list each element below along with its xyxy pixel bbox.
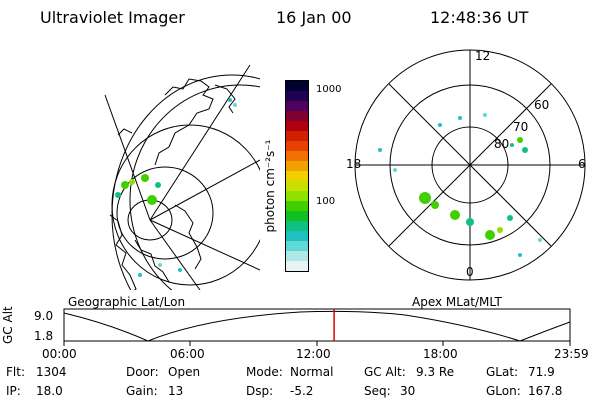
seq-label: Seq: bbox=[364, 384, 391, 398]
geo-meridian bbox=[149, 159, 260, 221]
colorbar-tick-100: 100 bbox=[316, 196, 336, 207]
instrument-title: Ultraviolet Imager bbox=[40, 8, 185, 27]
colorbar-segment bbox=[286, 191, 308, 201]
colorbar-segment bbox=[286, 261, 308, 271]
geo-meridian bbox=[149, 64, 251, 221]
coastline bbox=[214, 84, 236, 114]
mlt-label-6: 6 bbox=[578, 157, 586, 171]
xtick-label-1800: 18:00 bbox=[423, 347, 458, 361]
glon-label: GLon: bbox=[486, 384, 521, 398]
seq-value: 30 bbox=[400, 384, 416, 398]
colorbar-segment bbox=[286, 161, 308, 171]
xtick-label-1200: 12:00 bbox=[296, 347, 331, 361]
dsp-label: Dsp: bbox=[246, 384, 274, 398]
coastline bbox=[109, 214, 137, 290]
geo-meridian bbox=[149, 219, 201, 290]
altitude-curve bbox=[63, 310, 571, 342]
xtick-label-0000: 00:00 bbox=[42, 347, 77, 361]
gcalt-value: 9.3 Re bbox=[416, 365, 455, 379]
colorbar-segment bbox=[286, 91, 308, 101]
altitude-frame bbox=[63, 308, 571, 342]
colorbar-segment bbox=[286, 221, 308, 231]
colorbar-segment bbox=[286, 181, 308, 191]
colorbar-segment bbox=[286, 101, 308, 111]
gcalt-label: GC Alt: bbox=[364, 365, 406, 379]
xtick-label-0600: 06:00 bbox=[170, 347, 205, 361]
colorbar-segment bbox=[286, 111, 308, 121]
colorbar bbox=[285, 80, 309, 272]
glat-label: GLat: bbox=[486, 365, 519, 379]
flt-label: Flt: bbox=[6, 365, 25, 379]
coastline bbox=[174, 204, 202, 270]
colorbar-segment bbox=[286, 201, 308, 211]
polar-axis bbox=[388, 83, 552, 247]
colorbar-segment bbox=[286, 141, 308, 151]
colorbar-segment bbox=[286, 121, 308, 131]
ip-value: 18.0 bbox=[36, 384, 63, 398]
colorbar-segment bbox=[286, 131, 308, 141]
time-label: 12:48:36 UT bbox=[430, 8, 529, 27]
mode-value: Normal bbox=[290, 365, 334, 379]
glon-value: 167.8 bbox=[528, 384, 563, 398]
mlt-label-12: 12 bbox=[475, 49, 491, 63]
mlat-label-60: 60 bbox=[534, 98, 550, 112]
colorbar-segment bbox=[286, 151, 308, 161]
geo-aurora bbox=[115, 98, 237, 277]
colorbar-tick-1000: 1000 bbox=[316, 84, 342, 95]
xtick-label-2359: 23:59 bbox=[554, 347, 589, 361]
date-label: 16 Jan 00 bbox=[276, 8, 352, 27]
colorbar-segment bbox=[286, 211, 308, 221]
altitude-ylabel: GC Alt bbox=[1, 306, 15, 344]
mlat-label-70: 70 bbox=[513, 120, 529, 134]
geo-limb bbox=[111, 74, 260, 290]
coastline bbox=[154, 78, 214, 166]
geo-lat-circle bbox=[116, 166, 214, 260]
geo-meridian bbox=[104, 94, 151, 221]
geo-lat-circle bbox=[111, 124, 260, 286]
colorbar-segment bbox=[286, 231, 308, 241]
colorbar-segment bbox=[286, 251, 308, 261]
altitude-ytick-high: 9.0 bbox=[34, 309, 54, 323]
geo-map-label: Geographic Lat/Lon bbox=[68, 295, 186, 309]
mlt-label-18: 18 bbox=[346, 157, 362, 171]
mlt-label-0: 0 bbox=[466, 265, 474, 279]
polar-aurora bbox=[378, 113, 542, 257]
altitude-ytick-low: 1.8 bbox=[34, 329, 54, 343]
door-label: Door: bbox=[126, 365, 159, 379]
mode-label: Mode: bbox=[246, 365, 283, 379]
flt-value: 1304 bbox=[36, 365, 67, 379]
gain-value: 13 bbox=[168, 384, 184, 398]
geo-lat-circle bbox=[129, 84, 260, 290]
coastline bbox=[134, 239, 170, 283]
glat-value: 71.9 bbox=[528, 365, 555, 379]
ip-label: IP: bbox=[6, 384, 21, 398]
door-value: Open bbox=[168, 365, 201, 379]
coastline bbox=[117, 128, 133, 136]
colorbar-segment bbox=[286, 81, 308, 91]
gain-label: Gain: bbox=[126, 384, 158, 398]
mlat-label-80: 80 bbox=[494, 137, 510, 151]
polar-plot-label: Apex MLat/MLT bbox=[412, 295, 502, 309]
dsp-value: -5.2 bbox=[290, 384, 314, 398]
geo-meridian bbox=[149, 219, 260, 271]
colorbar-segment bbox=[286, 171, 308, 181]
colorbar-segment bbox=[286, 241, 308, 251]
